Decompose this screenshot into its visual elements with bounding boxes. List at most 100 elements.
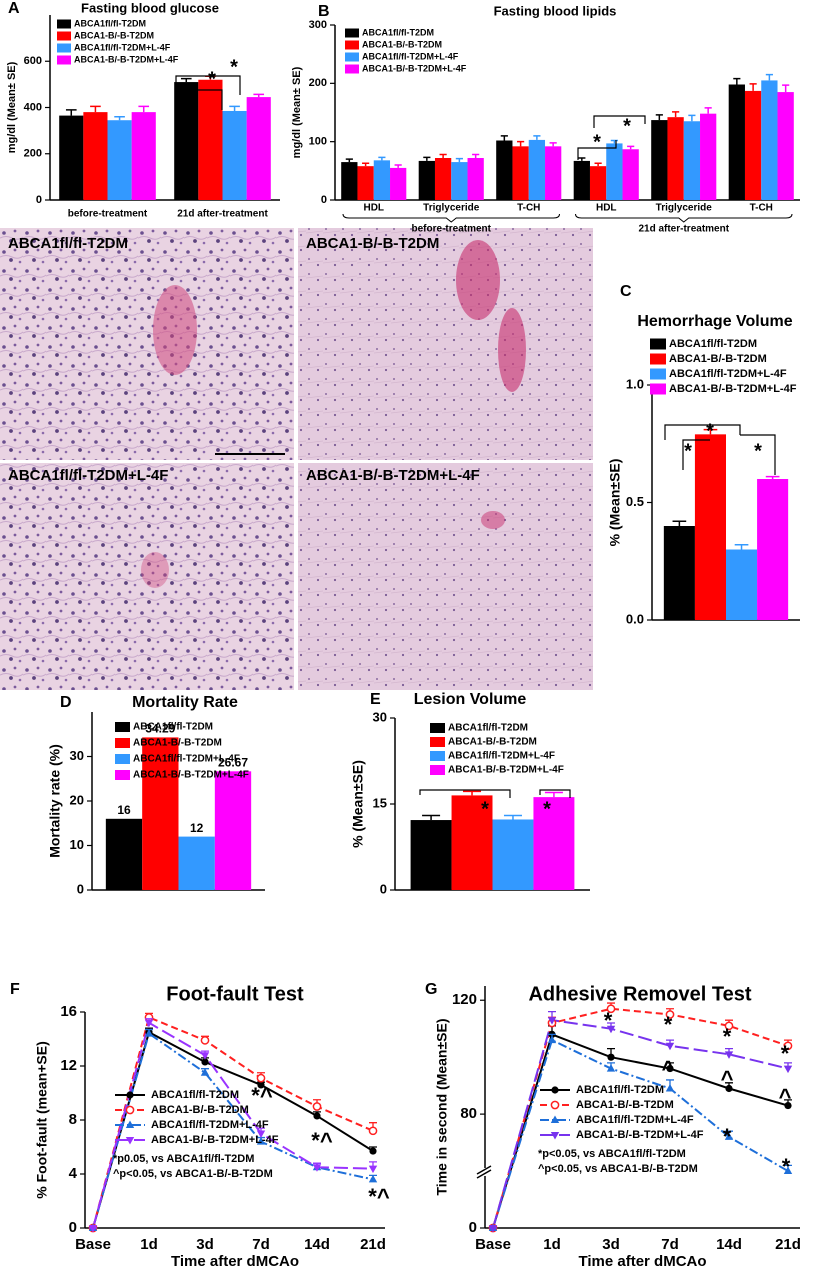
legend-label: ABCA1-B/-B-T2DM: [669, 353, 767, 365]
bar: [410, 820, 452, 890]
panel-letter: C: [620, 283, 632, 300]
bar: [246, 97, 271, 200]
error-bar: [517, 140, 525, 147]
legend-label: ABCA1fl/fl-T2DM: [576, 1084, 664, 1096]
y-axis-label: mg/dl (Mean± SE): [291, 66, 303, 158]
chart-title: Hemorrhage Volume: [637, 313, 792, 330]
hemorrhage-stain: [481, 511, 505, 529]
y-axis-label: % (Mean±SE): [350, 760, 366, 848]
y-axis-label: Time in second (Mean±SE): [434, 1018, 450, 1195]
x-tick-label: 1d: [140, 1236, 158, 1253]
note: ^p<0.05, vs ABCA1-B/-B-T2DM: [538, 1163, 698, 1175]
point: [783, 1065, 793, 1074]
significance-mark: *^: [368, 1184, 390, 1209]
point: [724, 1021, 734, 1031]
significance-mark: *: [684, 440, 692, 462]
hemorrhage-stain: [153, 285, 197, 375]
point: [125, 1120, 135, 1128]
legend-swatch: [345, 52, 359, 62]
bar: [142, 737, 179, 890]
legend-swatch: [430, 751, 445, 761]
significance-mark: *: [593, 131, 601, 153]
point: [256, 1137, 266, 1145]
x-tick-label: 1d: [543, 1236, 561, 1253]
error-bar: [655, 114, 663, 121]
significance-mark: *: [723, 1124, 732, 1149]
point: [665, 1010, 675, 1019]
error-bar: [65, 109, 77, 116]
significance-bracket: [419, 789, 511, 798]
significance-mark: *: [230, 56, 238, 78]
micrograph: [298, 463, 593, 690]
y-tick-label: 0.0: [626, 611, 644, 626]
bar: [451, 795, 493, 890]
legend-label: ABCA1-B/-B-T2DM: [151, 1104, 249, 1116]
point: [312, 1164, 322, 1172]
panel-letter: F: [10, 981, 20, 998]
y-tick-label: 16: [60, 1003, 77, 1020]
bar: [512, 146, 529, 200]
hemorrhage-stain: [498, 308, 526, 392]
error-bar: [533, 135, 541, 140]
error-bar: [423, 156, 431, 161]
panel-letter: D: [60, 694, 72, 711]
hemorrhage-stain: [456, 240, 500, 320]
legend-label: ABCA1fl/fl-T2DM+L-4F: [133, 754, 240, 765]
axis-break: [476, 1165, 492, 1175]
error-bar: [394, 164, 402, 168]
y-tick-label: 30: [70, 748, 84, 763]
bar: [451, 162, 468, 200]
chart-title: Lesion Volume: [414, 691, 527, 708]
point: [200, 1052, 210, 1060]
bar: [492, 819, 534, 890]
bar: [107, 120, 132, 200]
micrographs: ABCA1fl/fl-T2DM ABCA1-B/-B-T2DM ABCA1fl/…: [0, 228, 593, 690]
point: [724, 1132, 734, 1140]
x-tick-label: Triglyceride: [423, 203, 480, 214]
bar: [728, 84, 745, 200]
y-tick-label: 300: [309, 19, 327, 31]
panel-letter: A: [8, 0, 20, 17]
hemorrhage-stain: [141, 552, 169, 588]
y-tick-label: 15: [373, 795, 387, 810]
bar: [131, 112, 156, 200]
legend-label: ABCA1fl/fl-T2DM: [362, 27, 434, 37]
chart-title: Mortality Rate: [132, 694, 238, 711]
legend-label: ABCA1-B/-B-T2DM+L-4F: [151, 1134, 279, 1146]
axis-break: [477, 1168, 493, 1176]
micrograph-label: ABCA1-B/-B-T2DM+L-4F: [306, 467, 480, 484]
error-bar: [114, 116, 125, 121]
x-axis-label: Time after dMCAo: [171, 1253, 299, 1270]
error-bar: [765, 73, 773, 81]
legend-swatch: [57, 55, 71, 65]
bar: [777, 92, 794, 200]
y-tick-label: 0: [77, 881, 84, 896]
y-tick-label: 80: [460, 1105, 477, 1122]
legend-label: ABCA1-B/-B-T2DM+L-4F: [362, 63, 467, 73]
significance-mark: *: [623, 115, 631, 137]
legend-label: ABCA1-B/-B-T2DM+L-4F: [576, 1129, 704, 1141]
error-bar: [578, 157, 586, 161]
error-bar: [362, 162, 370, 167]
error-bar: [688, 114, 696, 122]
legend-swatch: [115, 770, 130, 780]
point: [784, 1101, 792, 1110]
point: [550, 1100, 560, 1110]
error-bar: [544, 791, 563, 798]
x-axis-label: Time after dMCAo: [578, 1253, 706, 1270]
y-tick-label: 0: [69, 1219, 77, 1236]
point: [144, 1019, 154, 1028]
error-bar: [180, 77, 192, 83]
y-axis-label: % (Mean±SE): [607, 459, 623, 547]
significance-bracket: [175, 75, 241, 95]
point: [201, 1058, 209, 1066]
group-bracket: [342, 213, 560, 223]
significance-mark: ^: [721, 1066, 734, 1091]
significance-mark: *: [604, 1008, 613, 1033]
legend-swatch: [430, 723, 445, 733]
legend-label: ABCA1fl/fl-T2DM+L-4F: [74, 42, 171, 52]
x-tick-label: 7d: [252, 1236, 270, 1253]
point: [368, 1165, 378, 1174]
point: [551, 1086, 559, 1094]
y-tick-label: 0: [36, 194, 42, 206]
